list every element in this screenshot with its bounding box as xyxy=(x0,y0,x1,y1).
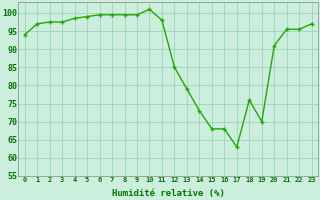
X-axis label: Humidité relative (%): Humidité relative (%) xyxy=(112,189,225,198)
